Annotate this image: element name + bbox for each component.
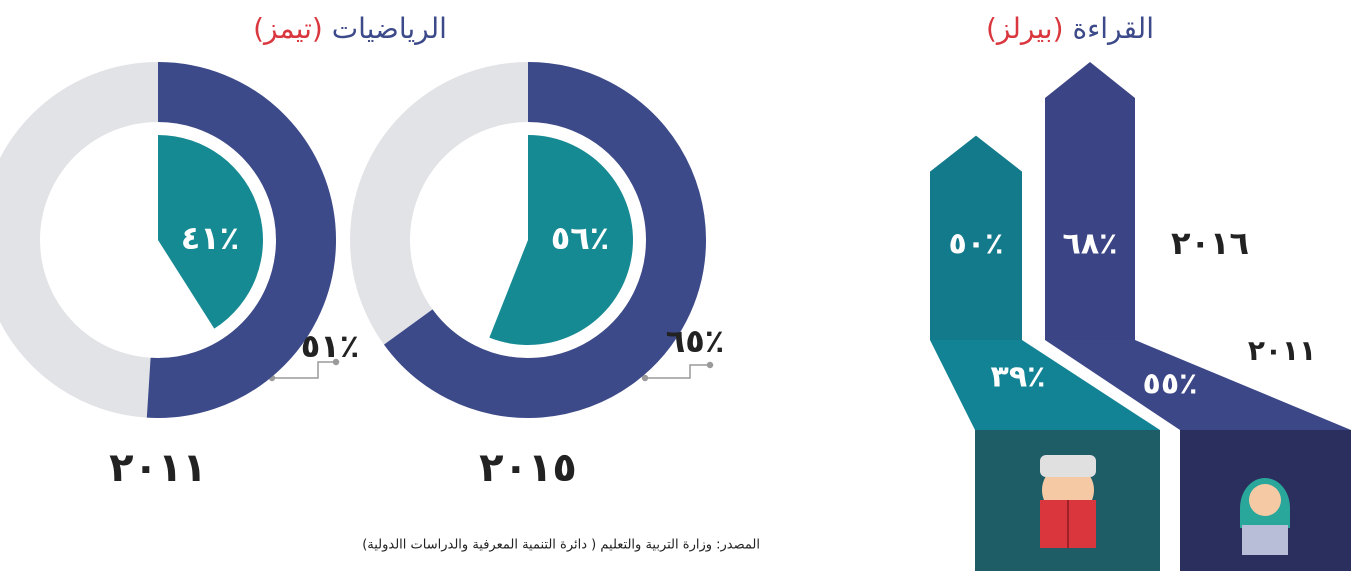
inner-label: ٪٤١: [181, 219, 240, 257]
outer-label: ٪٥١: [301, 327, 360, 365]
ring-arc: [384, 62, 706, 418]
connector-dot: [332, 358, 340, 366]
lower-segment: [1045, 340, 1351, 430]
arrow: [930, 135, 1022, 340]
pie-wedge: [158, 135, 264, 329]
value-label: ٪٥٥: [1143, 367, 1198, 402]
arrow: [1045, 62, 1135, 340]
title-note: (تيمز): [253, 12, 323, 45]
year-label: ٢٠١٥: [479, 445, 577, 491]
year-label: ٢٠١٦: [1171, 224, 1249, 262]
inner-label: ٪٥٦: [551, 219, 610, 257]
title-note: (بيرلز): [986, 12, 1064, 45]
connector-dot: [706, 361, 714, 369]
year-label: ٢٠١١: [109, 445, 207, 491]
icons: [1040, 455, 1290, 555]
math-title: الرياضيات (تيمز): [253, 12, 447, 45]
connector-dot: [641, 374, 649, 382]
outer-label: ٪٦٥: [666, 322, 725, 360]
value-label: ٪٥٠: [949, 227, 1004, 262]
boy-icon: [1040, 455, 1096, 548]
connector: [645, 364, 710, 379]
lower-segment: [930, 340, 1160, 430]
value-label: ٪٣٩: [991, 360, 1046, 395]
reading-title: القراءة (بيرلز): [986, 12, 1154, 45]
girl-icon: [1240, 478, 1290, 555]
title-main: الرياضيات: [332, 12, 447, 45]
value-label: ٪٦٨: [1063, 227, 1118, 262]
pie-wedge: [489, 135, 634, 346]
year-label: ٢٠١١: [1248, 334, 1316, 367]
source: المصدر: وزارة التربية والتعليم ( دائرة ا…: [362, 538, 760, 553]
connectors: [268, 358, 714, 382]
connector: [272, 361, 336, 379]
ring-arc: [146, 62, 336, 418]
title-main: القراءة: [1072, 12, 1154, 45]
